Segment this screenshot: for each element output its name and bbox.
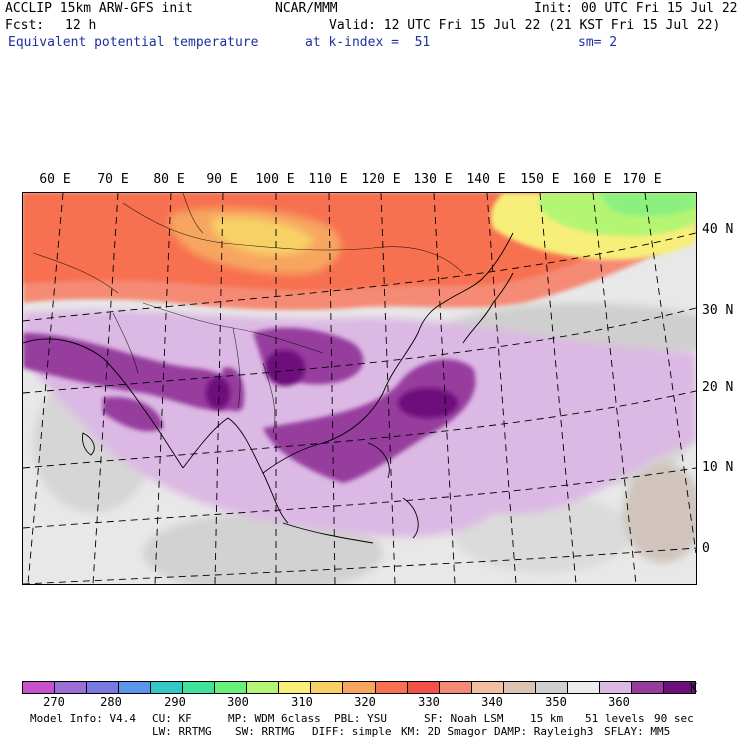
footer-timestep: 90 sec: [654, 712, 694, 725]
init-time: Init: 00 UTC Fri 15 Jul 22: [534, 1, 738, 16]
footer-damp: DAMP: Rayleigh3: [494, 725, 594, 738]
lon-label-170e: 170 E: [622, 172, 662, 187]
smoothing-info: sm= 2: [578, 35, 618, 50]
lat-label-30n: 30 N: [702, 303, 734, 318]
lat-label-0: 0: [702, 541, 710, 556]
footer-levels: 51 levels: [585, 712, 645, 725]
colorbar-swatch-17: [566, 682, 599, 693]
lon-line-170e: [644, 193, 696, 554]
dark-purple-cores: [206, 350, 458, 418]
lon-line-110e: [328, 193, 336, 584]
valid-time: Valid: 12 UTC Fri 15 Jul 22 (21 KST Fri …: [329, 18, 721, 33]
lon-label-70e: 70 E: [97, 172, 129, 187]
colorbar-unit: K: [690, 681, 698, 695]
footer-cu: CU: KF: [152, 712, 192, 725]
colorbar-swatch-14: [470, 682, 503, 693]
organization-label: NCAR/MMM: [275, 1, 338, 16]
theta-e-field-map: [23, 193, 696, 584]
colorbar-swatch-15: [502, 682, 535, 693]
colorbar-swatch-12: [406, 682, 439, 693]
colorbar-tick-290: 290: [164, 695, 186, 709]
colorbar-swatch-4: [150, 682, 183, 693]
coastlines: [23, 232, 514, 544]
footer-mp: MP: WDM 6class: [228, 712, 321, 725]
lon-label-160e: 160 E: [572, 172, 612, 187]
lon-label-150e: 150 E: [520, 172, 560, 187]
lon-label-80e: 80 E: [153, 172, 185, 187]
colorbar-swatch-6: [214, 682, 247, 693]
colorbar-swatch-5: [182, 682, 215, 693]
colorbar-tick-300: 300: [227, 695, 249, 709]
lon-label-140e: 140 E: [466, 172, 506, 187]
model-title: ACCLIP 15km ARW-GFS init: [5, 1, 193, 16]
level-info: at k-index = 51: [305, 35, 431, 50]
footer-model-info: Model Info: V4.4: [30, 712, 136, 725]
colorbar-swatch-13: [438, 682, 471, 693]
colorbar-swatch-19: [630, 682, 663, 693]
lon-line-60e: [27, 193, 64, 584]
colorbar-swatch-2: [86, 682, 119, 693]
colorbar-swatch-3: [118, 682, 151, 693]
green-patch: [598, 193, 696, 216]
lon-label-90e: 90 E: [206, 172, 238, 187]
lon-label-130e: 130 E: [413, 172, 453, 187]
lon-label-100e: 100 E: [255, 172, 295, 187]
footer-pbl: PBL: YSU: [334, 712, 387, 725]
colorbar-tick-360: 360: [608, 695, 630, 709]
lon-label-60e: 60 E: [39, 172, 71, 187]
colorbar-tick-330: 330: [418, 695, 440, 709]
forecast-label: Fcst:: [5, 18, 45, 33]
yellow-patch: [212, 216, 313, 255]
graticule: [23, 193, 696, 584]
colorbar-swatch-11: [374, 682, 407, 693]
lon-line-130e: [433, 193, 456, 584]
lon-line-120e: [380, 193, 396, 584]
lon-line-150e: [539, 193, 577, 584]
colorbar-tick-320: 320: [354, 695, 376, 709]
country-borders: [32, 193, 464, 434]
colorbar-swatch-0: [23, 682, 55, 693]
colorbar-tick-280: 280: [100, 695, 122, 709]
footer-km: KM: 2D Smagor: [401, 725, 488, 738]
colorbar-swatch-7: [246, 682, 279, 693]
lon-line-70e: [92, 193, 119, 584]
lon-line-140e: [486, 193, 517, 584]
lat-line-10n: [23, 467, 696, 529]
footer-sflay: SFLAY: MM5: [604, 725, 671, 738]
colorbar-swatch-9: [310, 682, 343, 693]
footer-resolution: 15 km: [530, 712, 564, 725]
lon-line-160e: [592, 193, 637, 584]
colorbar-swatch-16: [534, 682, 567, 693]
map-panel: [22, 192, 697, 585]
lat-line-30n: [23, 307, 696, 394]
colorbar-tick-270: 270: [43, 695, 65, 709]
lon-line-80e: [154, 193, 172, 584]
footer-sw: SW: RRTMG: [235, 725, 295, 738]
colorbar-tick-350: 350: [545, 695, 567, 709]
colorbar-swatch-1: [54, 682, 87, 693]
colorbar-tick-310: 310: [291, 695, 313, 709]
colorbar-swatch-20: [662, 682, 695, 693]
colorbar-swatch-8: [278, 682, 311, 693]
colorbar-swatch-18: [598, 682, 631, 693]
lat-label-20n: 20 N: [702, 380, 734, 395]
footer-lw: LW: RRTMG: [152, 725, 212, 738]
lat-label-10n: 10 N: [702, 460, 734, 475]
lon-label-120e: 120 E: [361, 172, 401, 187]
colorbar-swatch-10: [342, 682, 375, 693]
lon-label-110e: 110 E: [308, 172, 348, 187]
lon-line-90e: [214, 193, 224, 584]
lat-line-0: [23, 547, 696, 584]
colorbar: [22, 681, 696, 694]
lat-line-20n: [23, 390, 696, 469]
lat-label-40n: 40 N: [702, 222, 734, 237]
forecast-hour: 12 h: [65, 18, 97, 33]
footer-sf: SF: Noah LSM: [424, 712, 504, 725]
footer-diff: DIFF: simple: [312, 725, 392, 738]
colorbar-tick-340: 340: [481, 695, 503, 709]
field-name: Equivalent potential temperature: [8, 35, 259, 50]
